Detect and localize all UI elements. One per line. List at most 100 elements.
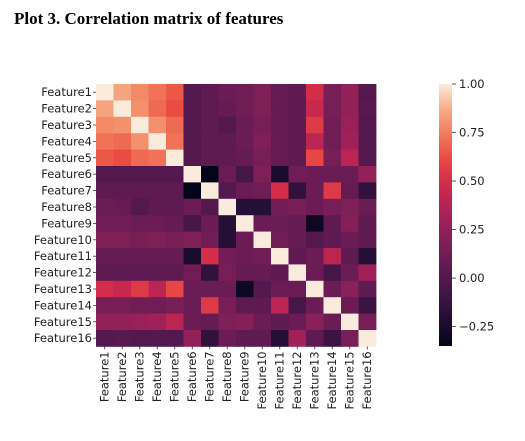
heatmap-cell: [358, 84, 377, 101]
heatmap-cell: [358, 297, 377, 314]
row-label: Feature6: [41, 167, 92, 181]
heatmap-cell: [271, 215, 289, 232]
row-label: Feature12: [34, 266, 92, 280]
column-label: Feature9: [238, 351, 252, 402]
heatmap-cell: [306, 264, 324, 282]
heatmap-cell: [218, 313, 237, 331]
heatmap-cell: [113, 182, 132, 200]
heatmap-cell: [201, 215, 219, 232]
heatmap-cell: [288, 116, 307, 134]
heatmap-cell: [113, 215, 132, 232]
heatmap-cell: [358, 264, 377, 282]
heatmap-cell: [183, 330, 202, 347]
heatmap-cell: [323, 248, 342, 265]
heatmap-cell: [218, 297, 237, 314]
heatmap-cell: [341, 100, 359, 118]
heatmap-cell: [341, 330, 359, 347]
row-label: Feature16: [34, 331, 92, 345]
heatmap-cell: [288, 149, 307, 167]
heatmap-cell: [271, 84, 289, 101]
heatmap-cell: [183, 182, 202, 200]
heatmap-cell: [148, 198, 167, 216]
heatmap-cell: [306, 297, 324, 314]
heatmap-cell: [253, 133, 272, 150]
heatmap-cell: [323, 231, 342, 249]
heatmap-cell: [358, 330, 377, 347]
heatmap-cell: [96, 116, 114, 134]
heatmap-cell: [183, 198, 202, 216]
heatmap-cell: [218, 133, 237, 150]
heatmap-cell: [306, 231, 324, 249]
heatmap-cell: [358, 198, 377, 216]
heatmap-cell: [236, 198, 254, 216]
heatmap-cell: [218, 100, 237, 118]
heatmap-cell: [113, 330, 132, 347]
heatmap-cell: [96, 149, 114, 167]
heatmap-cell: [341, 166, 359, 183]
heatmap-cell: [96, 313, 114, 331]
heatmap-cell: [166, 313, 184, 331]
row-label: Feature3: [41, 118, 92, 132]
heatmap-cell: [183, 149, 202, 167]
heatmap-cell: [271, 149, 289, 167]
heatmap-cell: [131, 215, 149, 232]
heatmap-cell: [166, 198, 184, 216]
heatmap-cell: [148, 182, 167, 200]
heatmap-cell: [166, 215, 184, 232]
column-label: Feature13: [308, 351, 322, 409]
heatmap-cell: [218, 166, 237, 183]
heatmap-cell: [113, 313, 132, 331]
heatmap-cell: [201, 116, 219, 134]
row-label: Feature1: [41, 85, 92, 99]
colorbar-tick-label: 0.25: [459, 223, 485, 237]
heatmap-cell: [306, 280, 324, 298]
heatmap-cell: [288, 231, 307, 249]
heatmap-cell: [96, 198, 114, 216]
heatmap-cell: [201, 100, 219, 118]
heatmap-cell: [113, 166, 132, 183]
column-label: Feature6: [185, 351, 199, 402]
heatmap-cell: [218, 215, 237, 232]
heatmap-cell: [148, 84, 167, 101]
heatmap-cell: [323, 264, 342, 282]
heatmap-cell: [358, 231, 377, 249]
row-label: Feature2: [41, 102, 92, 116]
heatmap-cell: [96, 84, 114, 101]
heatmap-cell: [183, 231, 202, 249]
heatmap-cell: [218, 248, 237, 265]
heatmap-cell: [183, 100, 202, 118]
heatmap-cell: [113, 231, 132, 249]
heatmap-cell: [166, 149, 184, 167]
heatmap-cell: [288, 330, 307, 347]
heatmap-cell: [96, 215, 114, 232]
heatmap-cell: [236, 280, 254, 298]
heatmap-cell: [271, 116, 289, 134]
heatmap-cell: [341, 182, 359, 200]
heatmap-cell: [236, 313, 254, 331]
colorbar-ticks: 1.00 0.75 0.50 0.25 0.00 −0.25: [452, 77, 494, 334]
colorbar-tick-label: 0.00: [459, 271, 485, 285]
heatmap-cell: [253, 248, 272, 265]
heatmap-cell: [271, 133, 289, 150]
heatmap-cell: [131, 313, 149, 331]
heatmap-cell: [148, 313, 167, 331]
heatmap-cell: [271, 182, 289, 200]
heatmap-cell: [341, 231, 359, 249]
heatmap-cell: [201, 297, 219, 314]
heatmap-cell: [131, 100, 149, 118]
heatmap-cell: [201, 166, 219, 183]
heatmap-cell: [271, 313, 289, 331]
heatmap-cell: [271, 264, 289, 282]
heatmap-cell: [96, 100, 114, 118]
heatmap-cell: [96, 182, 114, 200]
heatmap-cell: [341, 84, 359, 101]
heatmap-cell: [323, 84, 342, 101]
heatmap-cell: [166, 297, 184, 314]
heatmap-cell: [148, 149, 167, 167]
row-label: Feature10: [34, 233, 92, 247]
heatmap-cell: [358, 182, 377, 200]
heatmap-cell: [148, 215, 167, 232]
heatmap-cell: [341, 215, 359, 232]
heatmap-cell: [236, 248, 254, 265]
row-label: Feature7: [41, 184, 92, 198]
